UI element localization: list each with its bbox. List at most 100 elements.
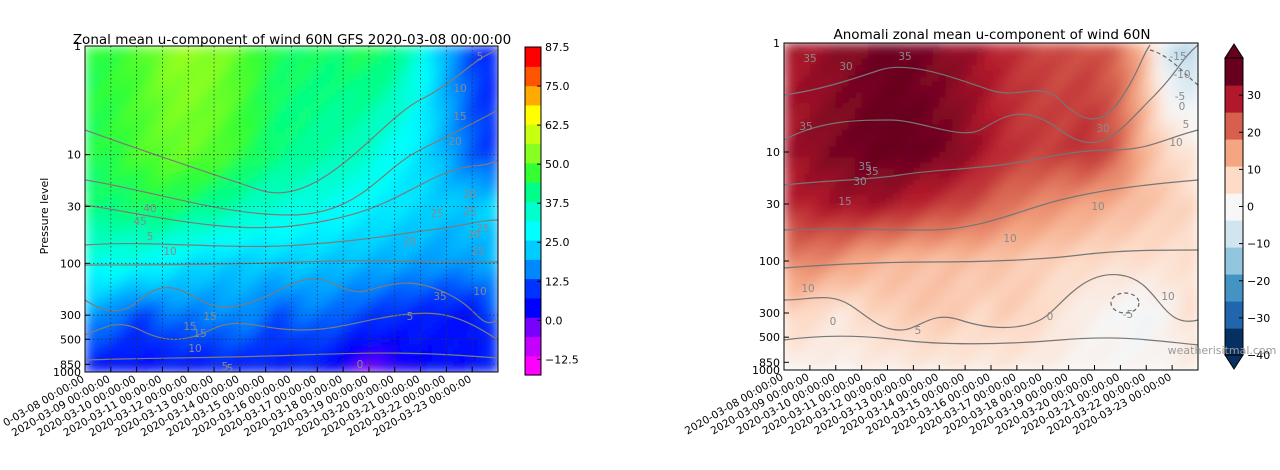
right-field-cell [906, 43, 915, 50]
left-field-cell [485, 116, 493, 124]
right-field-cell [842, 59, 850, 66]
left-field-cell [252, 274, 261, 281]
left-field-cell [85, 165, 93, 172]
left-field-cell [168, 111, 177, 118]
right-field-cell [1120, 81, 1128, 88]
left-field-cell [194, 225, 203, 232]
left-field-cell [343, 225, 351, 232]
left-field-cell [478, 328, 487, 335]
right-field-cell [803, 81, 811, 88]
left-field-cell [130, 366, 138, 372]
left-field-cell [439, 350, 448, 357]
left-field-cell [155, 73, 164, 80]
left-field-cell [343, 323, 351, 330]
left-field-cell [343, 241, 351, 249]
left-field-cell [485, 73, 493, 80]
right-field-cell [1139, 70, 1148, 77]
right-field-cell [997, 113, 1005, 121]
right-field-cell [1088, 48, 1096, 55]
left-field-cell [420, 100, 429, 107]
right-field-cell [932, 64, 941, 72]
right-field-cell [1165, 81, 1174, 88]
right-field-cell [1055, 64, 1064, 72]
left-field-cell [420, 116, 429, 124]
right-field-cell [1178, 53, 1187, 61]
left-field-cell [420, 143, 429, 151]
left-field-cell [446, 122, 454, 129]
left-field-cell [446, 285, 454, 292]
left-field-cell [381, 143, 390, 151]
left-field-cell [278, 84, 287, 91]
left-field-cell [110, 257, 119, 265]
left-contour-label: 40 [143, 203, 156, 215]
left-field-cell [168, 225, 177, 232]
left-field-cell [401, 241, 409, 249]
right-field-cell [1120, 48, 1128, 55]
right-field-cell [926, 48, 934, 55]
left-field-cell [472, 154, 480, 162]
right-field-cell [848, 59, 857, 66]
left-field-cell [136, 257, 145, 265]
left-field-cell [343, 46, 351, 53]
left-field-cell [168, 366, 177, 372]
left-field-cell [330, 105, 338, 113]
right-field-cell [932, 119, 941, 126]
left-field-cell [439, 67, 448, 75]
left-field-cell [175, 138, 183, 145]
left-field-cell [91, 274, 99, 281]
left-field-cell [214, 317, 222, 325]
left-field-cell [459, 263, 467, 270]
right-field-cell [978, 48, 986, 55]
left-field-cell [123, 333, 132, 341]
left-field-cell [336, 84, 345, 91]
left-field-cell [459, 225, 467, 232]
left-field-cell [265, 154, 274, 162]
left-field-cell [278, 122, 287, 129]
left-field-cell [252, 181, 261, 189]
right-field-cell [919, 43, 928, 50]
left-field-cell [388, 219, 396, 227]
left-field-cell [375, 100, 383, 107]
left-field-cell [136, 67, 145, 75]
left-field-cell [291, 301, 299, 308]
right-field-cell [1139, 113, 1148, 121]
left-field-cell [143, 236, 151, 243]
left-field-cell [394, 78, 403, 86]
left-field-cell [123, 219, 132, 227]
left-field-cell [336, 219, 345, 227]
left-field-cell [201, 219, 209, 227]
left-field-cell [143, 165, 151, 172]
left-field-cell [317, 333, 325, 341]
right-field-cell [1036, 108, 1044, 115]
left-field-cell [304, 203, 312, 210]
left-field-cell [265, 176, 274, 183]
left-field-cell [304, 127, 312, 134]
left-field-cell [427, 323, 435, 330]
left-field-cell [414, 165, 422, 172]
left-field-cell [143, 306, 151, 314]
left-field-cell [188, 84, 196, 91]
left-field-cell [259, 263, 267, 270]
right-field-cell [1062, 113, 1070, 121]
right-field-cell [1055, 108, 1064, 115]
left-field-cell [356, 56, 364, 64]
left-field-cell [368, 84, 377, 91]
left-field-cell [175, 67, 183, 75]
left-field-cell [278, 89, 287, 96]
left-field-cell [175, 94, 183, 102]
left-field-cell [233, 192, 241, 200]
left-field-cell [375, 274, 383, 281]
left-field-cell [317, 301, 325, 308]
left-field-cell [214, 143, 222, 151]
left-field-cell [452, 230, 461, 238]
right-field-cell [958, 48, 967, 55]
left-field-cell [110, 100, 119, 107]
left-y-tick-label: 300 [60, 309, 81, 322]
left-field-cell [104, 344, 112, 352]
left-field-cell [362, 230, 370, 238]
right-field-cell [926, 70, 934, 77]
left-field-cell [356, 306, 364, 314]
left-field-cell [349, 116, 358, 124]
left-field-cell [414, 268, 422, 276]
right-field-cell [796, 124, 805, 132]
